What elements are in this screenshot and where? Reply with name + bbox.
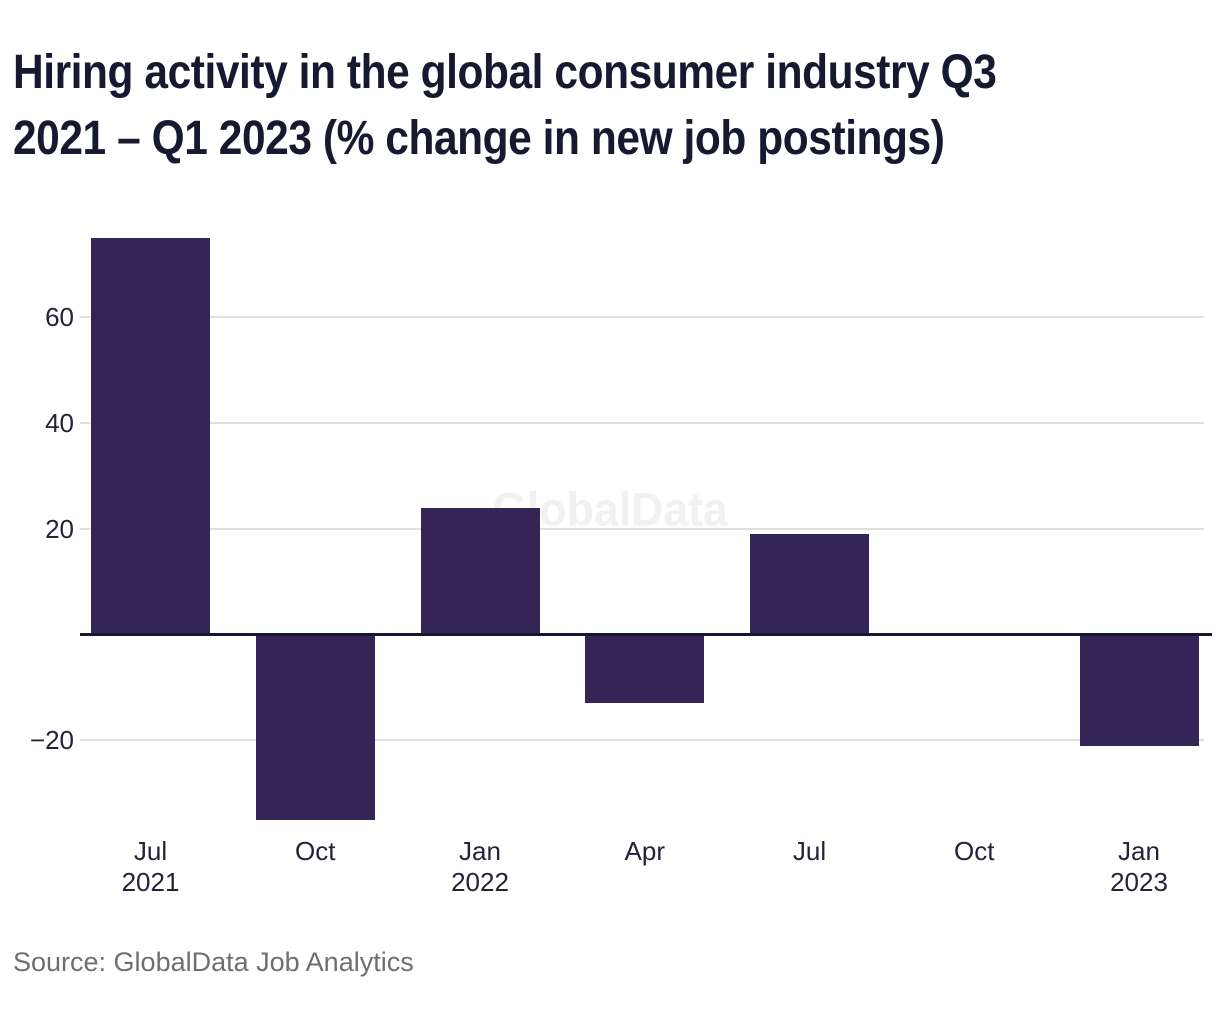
x-tick-label-line: 2023	[1110, 867, 1168, 897]
x-tick-label-jan-2022: Jan 2022	[397, 836, 563, 898]
x-tick-label-apr-2022: Apr	[562, 836, 728, 867]
x-tick-label-line: Oct	[295, 836, 336, 866]
y-tick-label-minus-20: −20	[29, 725, 74, 756]
gridline-40	[80, 421, 1204, 424]
gridline-20	[80, 527, 1204, 530]
bar-jan-2023	[1079, 634, 1199, 746]
bar-apr-2022	[585, 634, 705, 704]
x-tick-label-jul-2022: Jul	[727, 836, 893, 867]
x-tick-label-oct-2022: Oct	[891, 836, 1057, 867]
gridline-minus-20	[80, 739, 1204, 742]
x-tick-label-jul-2021: Jul 2021	[68, 836, 234, 898]
bar-oct-2021	[255, 634, 375, 820]
x-tick-label-line: Jul	[792, 836, 827, 866]
zero-axis-line	[80, 633, 1212, 636]
gridline-60	[80, 316, 1204, 319]
bar-jul-2022	[750, 533, 869, 635]
x-tick-label-oct-2021: Oct	[232, 836, 398, 867]
y-tick-label-60: 60	[45, 302, 74, 333]
chart-title-line-1: Hiring activity in the global consumer i…	[13, 46, 997, 99]
bar-jul-2021	[91, 237, 210, 635]
source-note: Source: GlobalData Job Analytics	[13, 947, 414, 977]
bar-jan-2022	[420, 507, 540, 635]
x-tick-label-line: Jan	[459, 836, 501, 866]
x-tick-label-line: Oct	[954, 836, 995, 866]
chart-title-line-2: 2021 – Q1 2023 (% change in new job post…	[13, 112, 945, 165]
x-tick-label-line: Jul	[133, 836, 168, 866]
y-tick-label-20: 20	[45, 513, 74, 544]
x-tick-label-line: 2022	[451, 867, 509, 897]
chart-title: Hiring activity in the global consumer i…	[13, 40, 997, 172]
x-tick-label-line: 2021	[121, 867, 180, 897]
y-tick-label-40: 40	[45, 407, 74, 438]
x-tick-label-line: Jan	[1118, 836, 1160, 866]
x-tick-label-line: Apr	[624, 836, 665, 866]
x-tick-label-jan-2023: Jan 2023	[1056, 836, 1220, 898]
